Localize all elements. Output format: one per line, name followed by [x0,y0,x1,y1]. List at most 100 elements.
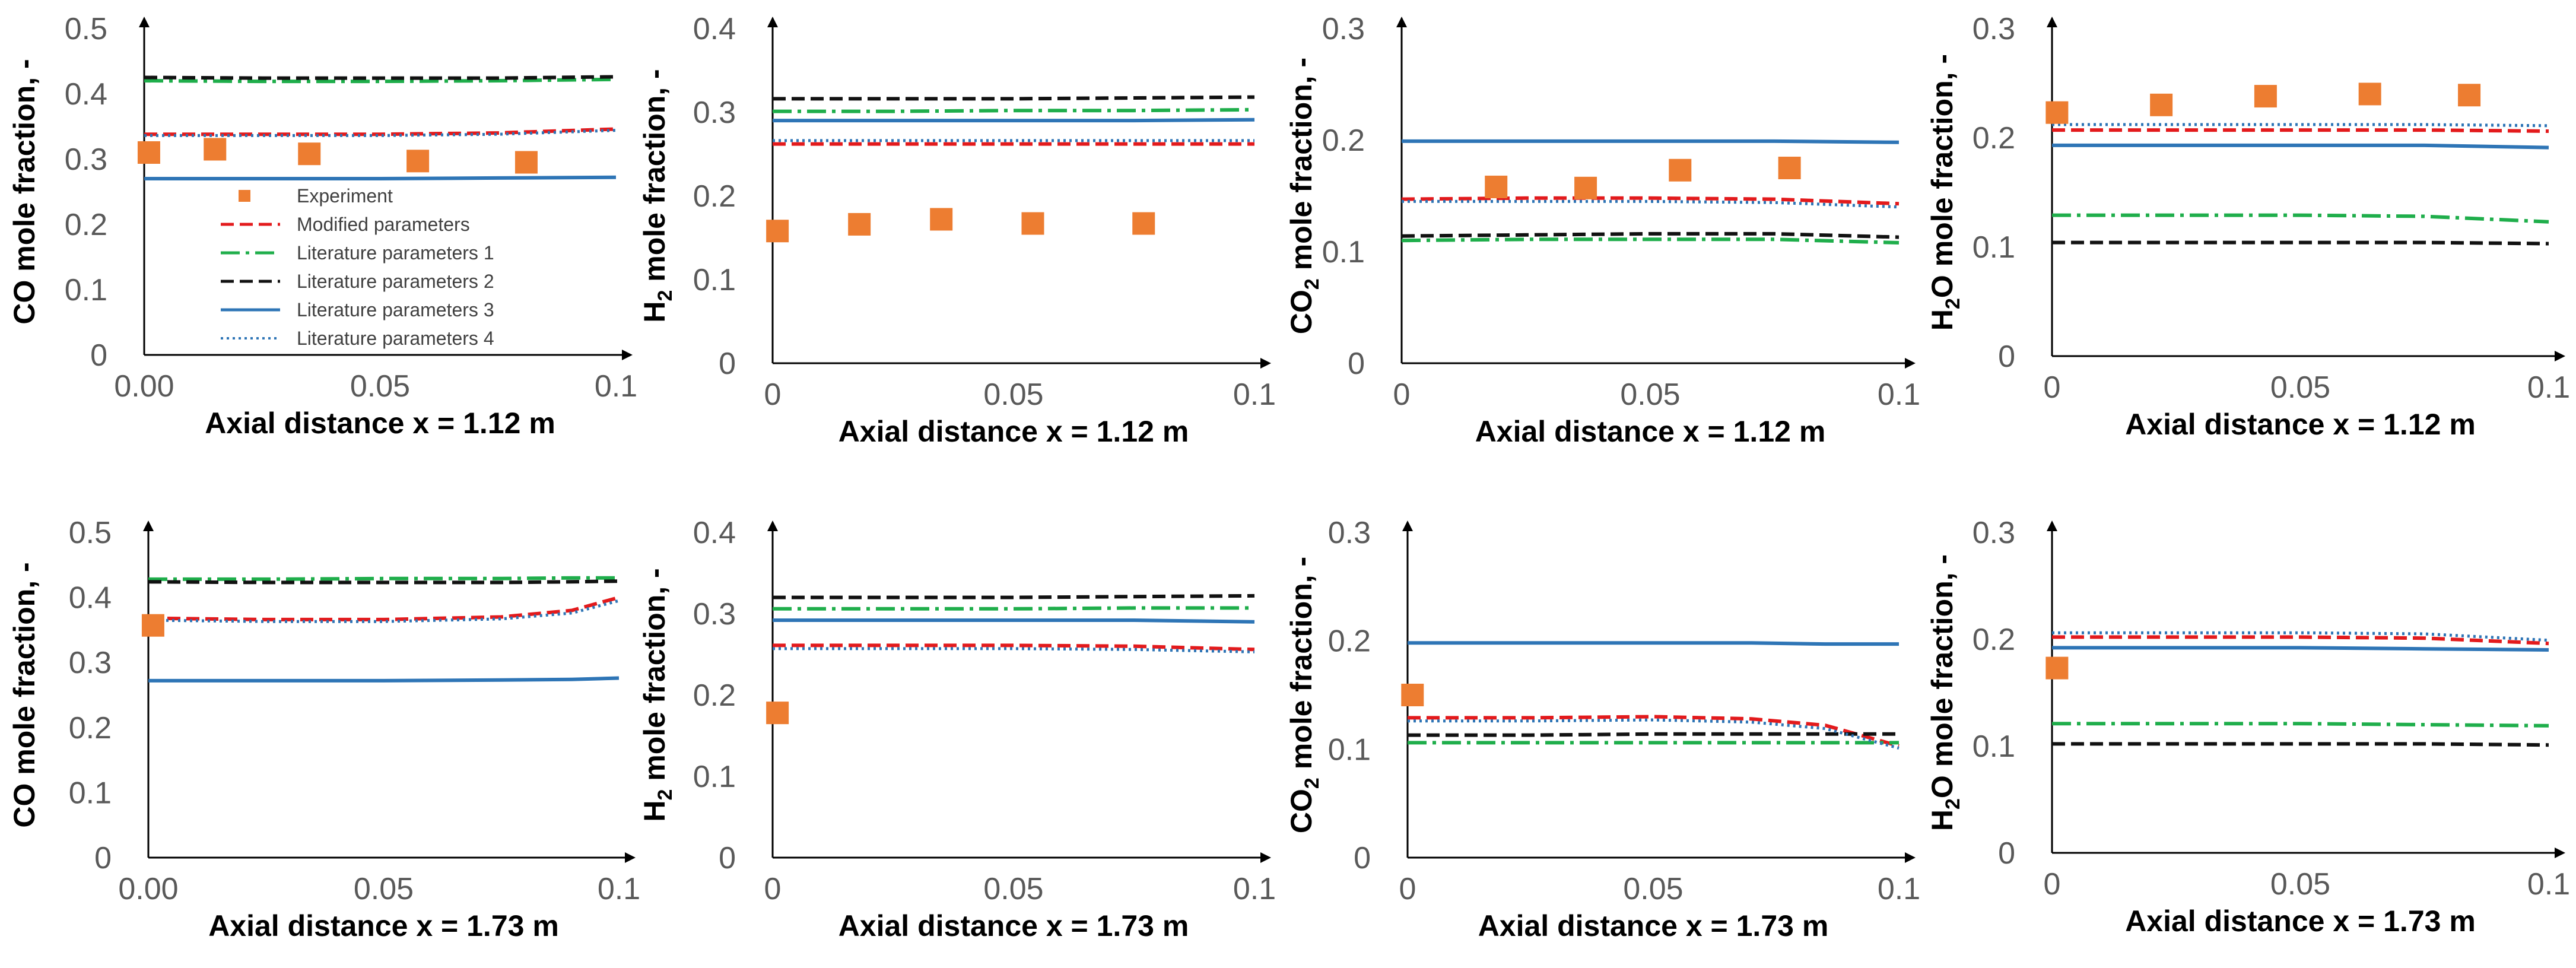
y-tick-label: 0.3 [693,96,736,130]
x-axis-arrow [1260,852,1271,863]
y-tick-label: 0.3 [1973,12,2015,46]
experiment-point [1574,176,1597,199]
chart-panel-4: 0 0.1 0.2 0.3 0 0.05 0.1 Axial distance x = 1.1… [1926,12,2570,441]
y-tick-label: 0.1 [1322,235,1365,269]
y-tick-label: 0 [719,841,736,875]
chart-panel-6: 0 0.1 0.2 0.3 0.4 0 0.05 0.1 Axial distance x = … [638,516,1276,942]
chart-panel-2: 0 0.1 0.2 0.3 0.4 0 0.05 0.1 Axial distance x = … [638,12,1276,448]
legend-entry: Literature parameters 3 [221,299,494,320]
x-tick-label: 0.1 [2527,867,2570,902]
x-axis-label: Axial distance x = 1.73 m [838,909,1189,942]
legend-entry: Experiment [239,185,393,207]
y-axis-label: CO mole fraction, - [8,562,41,827]
y-tick-label: 0.2 [693,179,736,214]
chart-panel-3: 0 0.1 0.2 0.3 0 0.05 0.1 Axial distance x = 1.1… [1285,12,1920,448]
chart-panels: 0 0.1 0.2 0.3 0.4 0.5 0.00 0.05 0.1 Axial distanc… [8,12,2570,942]
experiment-point [766,220,789,243]
x-tick-label: 0 [2044,867,2061,902]
x-tick-label: 0.05 [983,377,1043,412]
chart-panel-1: 0 0.1 0.2 0.3 0.4 0.5 0.00 0.05 0.1 Axial distanc… [8,12,637,440]
y-tick-label: 0.3 [1973,516,2015,550]
legend-label: Experiment [297,185,393,207]
y-tick-label: 0.5 [69,516,112,550]
y-tick-label: 0 [1348,347,1365,381]
series-line-literature-parameters-2 [773,95,1255,101]
y-tick-label: 0.2 [69,711,112,745]
y-tick-label: 0.1 [1973,230,2015,265]
series-line-modified-parameters [148,595,620,621]
x-axis-arrow [622,350,633,360]
x-tick-label: 0 [764,872,782,906]
y-tick-label: 0.2 [65,208,107,242]
series-line-literature-parameters-3 [2052,646,2549,652]
series-line-literature-parameters-2 [1401,231,1900,239]
x-axis-arrow [2555,848,2565,858]
x-tick-label: 0.05 [2270,867,2330,902]
x-tick-label: 0.05 [350,369,410,404]
experiment-point [2045,101,2069,124]
x-tick-label: 0.1 [598,872,640,906]
x-tick-label: 0.05 [983,872,1043,906]
series-line-literature-parameters-2 [2052,240,2549,246]
series-line-literature-parameters-2 [773,594,1255,599]
series-line-literature-parameters-2 [144,75,617,80]
x-axis-label: Axial distance x = 1.73 m [1478,909,1829,942]
legend-label: Modified parameters [297,214,470,235]
x-axis-arrow [2555,351,2565,361]
series-line-literature-parameters-2 [1408,732,1899,737]
experiment-point [406,150,430,173]
series-line-modified-parameters [2052,128,2549,133]
y-tick-label: 0.4 [693,12,736,46]
series-line-literature-parameters-2 [2052,742,2549,747]
y-tick-label: 0.3 [69,646,112,680]
series-line-literature-parameters-3 [2052,143,2549,150]
experiment-point [1132,212,1155,235]
x-axis-label: Axial distance x = 1.73 m [2125,904,2476,938]
y-tick-label: 0 [90,338,107,373]
series-line-literature-parameters-1 [2052,213,2549,224]
experiment-point [141,614,164,637]
y-tick-label: 0.2 [1973,121,2015,155]
y-axis-arrow [1402,521,1413,531]
y-tick-label: 0.4 [65,77,107,112]
y-tick-label: 0.4 [693,516,736,550]
x-tick-label: 0.1 [1878,872,1920,906]
series-line-literature-parameters-3 [148,676,620,683]
experiment-point [1485,175,1508,198]
y-tick-label: 0.2 [1328,624,1371,659]
y-axis-arrow [143,521,154,531]
experiment-point [204,138,227,161]
experiment-point [2150,93,2173,116]
x-tick-label: 0 [1399,872,1416,906]
y-tick-label: 0 [1354,841,1371,875]
series-line-modified-parameters [2052,635,2549,646]
x-tick-label: 0.05 [2270,370,2330,405]
y-axis-label: CO mole fraction, - [8,59,41,324]
series-line-literature-parameters-1 [773,107,1255,113]
y-axis-label: H2 mole fraction, - [638,69,676,322]
series-line-literature-parameters-4 [1408,718,1900,750]
series-line-literature-parameters-4 [144,129,617,137]
x-tick-label: 0.1 [1233,377,1276,412]
x-axis-label: Axial distance x = 1.73 m [208,909,559,942]
experiment-point [298,142,321,166]
legend-label: Literature parameters 1 [297,242,494,264]
experiment-point [766,702,789,725]
x-tick-label: 0 [1393,377,1411,412]
y-tick-label: 0.1 [65,273,107,307]
series-line-literature-parameters-1 [2052,722,2549,728]
series-line-literature-parameters-4 [2052,123,2549,128]
y-axis-arrow [2047,17,2057,27]
y-axis-label: CO2 mole fraction, - [1285,557,1323,833]
x-axis-label: Axial distance x = 1.12 m [2125,408,2476,441]
x-tick-label: 0.1 [1878,377,1920,412]
experiment-point [2358,82,2381,106]
x-tick-label: 0.1 [595,369,637,404]
series-line-literature-parameters-1 [144,77,617,84]
x-axis-label: Axial distance x = 1.12 m [205,407,555,440]
series-line-modified-parameters [144,127,617,137]
y-axis-arrow [1396,17,1407,27]
series-line-modified-parameters [1408,715,1900,748]
y-tick-label: 0.1 [1973,729,2015,764]
